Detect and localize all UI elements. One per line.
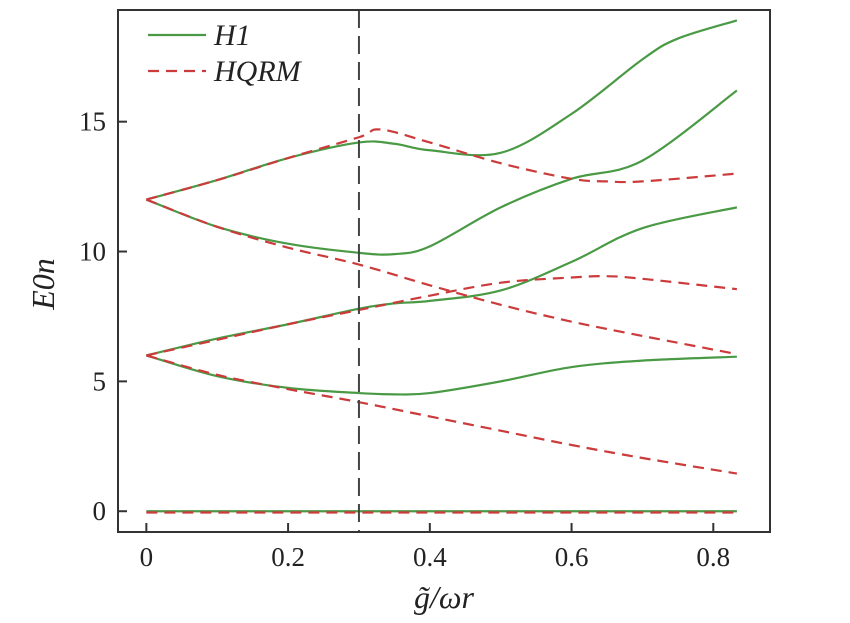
plot-frame — [117, 9, 771, 533]
x-tick-label: 0.8 — [696, 542, 730, 572]
x-tick-label: 0.2 — [271, 542, 305, 572]
y-axis-label: E0n — [25, 258, 61, 311]
y-tick-label: 15 — [79, 107, 106, 137]
series-line-hqrm-8 — [145, 198, 738, 356]
legend-label-h1: H1 — [213, 19, 251, 52]
x-tick-label: 0 — [140, 542, 154, 572]
y-tick-label: 10 — [79, 237, 106, 267]
series-layer — [145, 19, 738, 514]
series-line-h1-4 — [146, 19, 738, 201]
x-axis-label: g̃/ωr — [414, 579, 474, 615]
series-line-h1-2 — [146, 206, 738, 357]
series-line-h1-3 — [145, 89, 738, 256]
legend-label-hqrm: HQRM — [213, 55, 303, 88]
series-line-hqrm-6 — [146, 354, 738, 475]
y-tick-label: 0 — [93, 496, 107, 526]
x-tick-label: 0.6 — [555, 542, 589, 572]
series-line-h1-1 — [146, 354, 737, 396]
axis-ticks: 0 0.2 0.4 0.6 0.8 0 5 10 15 — [79, 107, 730, 572]
y-tick-label: 5 — [93, 366, 107, 396]
series-line-hqrm-9 — [146, 128, 737, 201]
x-tick-label: 0.4 — [413, 542, 447, 572]
